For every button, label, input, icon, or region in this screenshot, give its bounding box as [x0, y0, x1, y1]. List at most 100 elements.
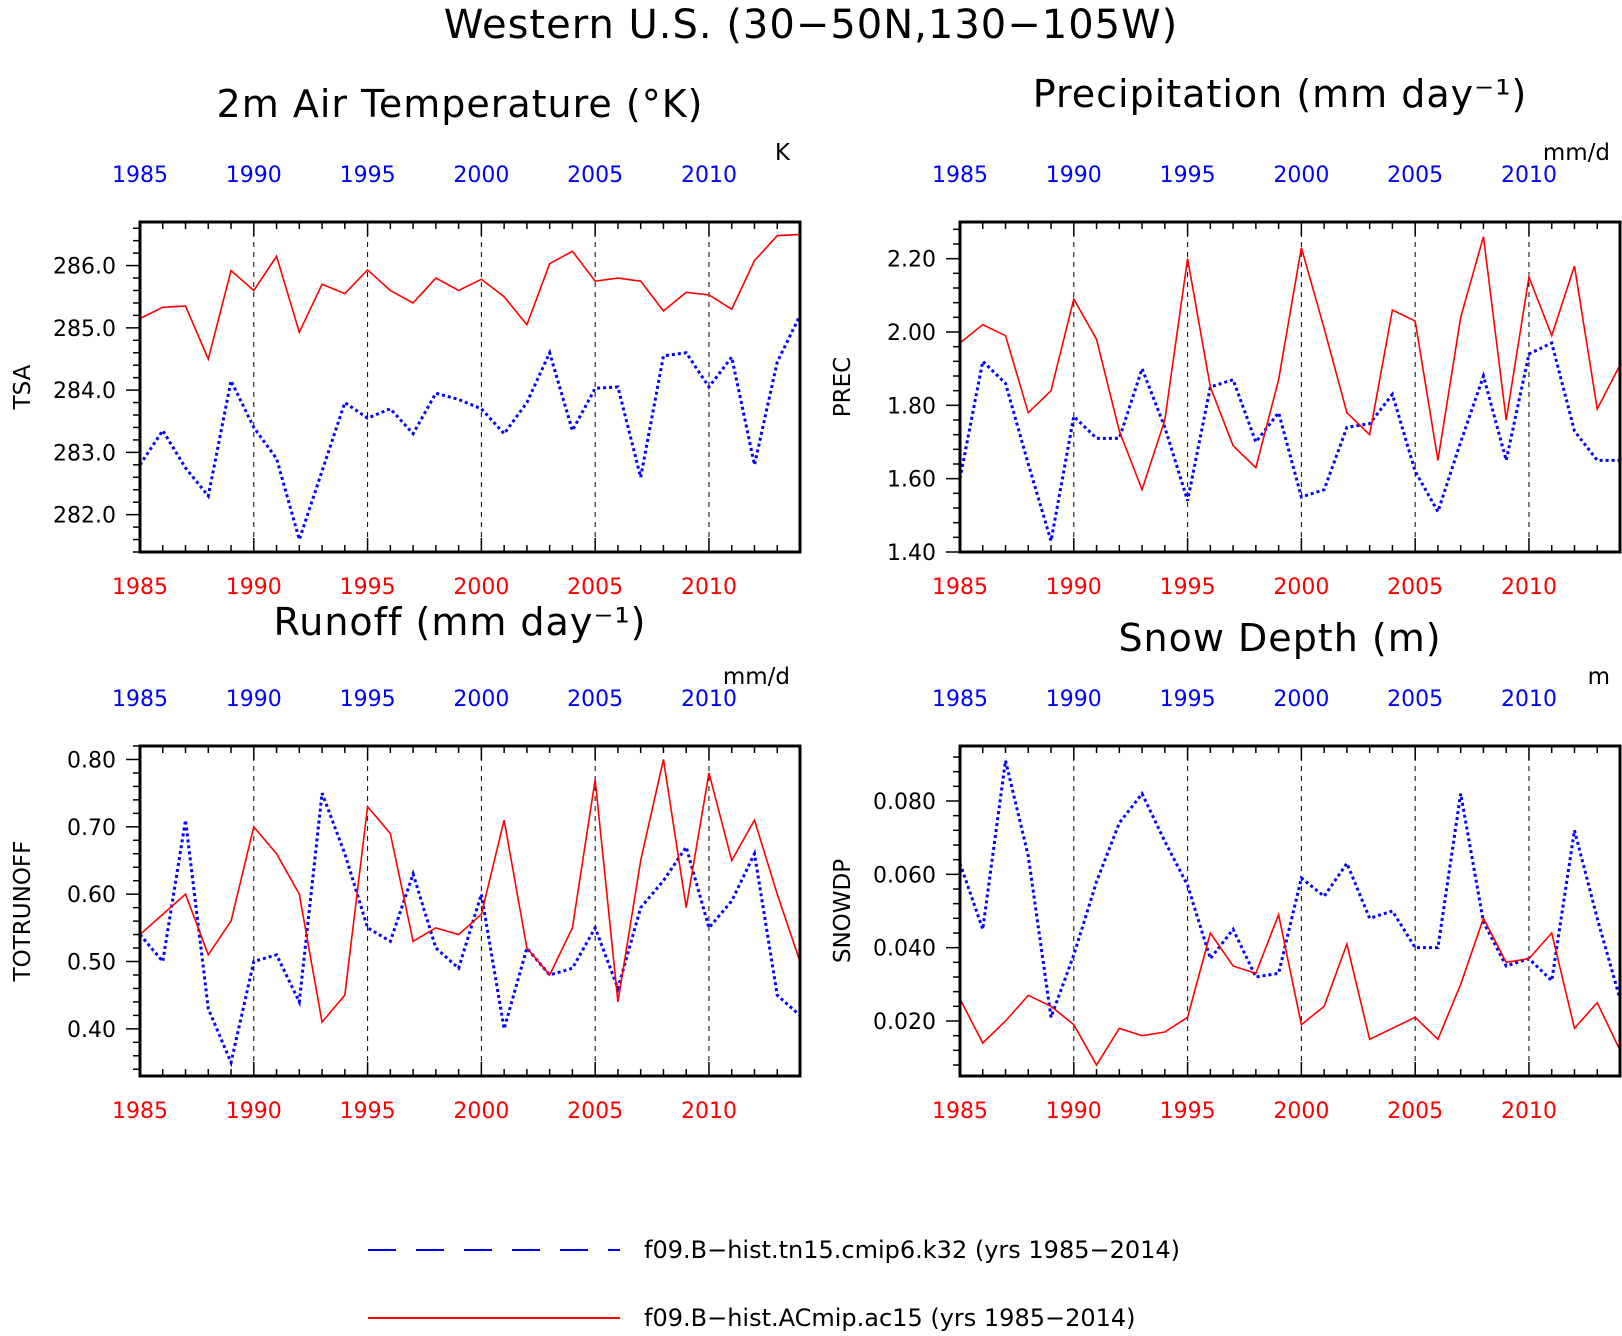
x-tick-label-top: 1995 [340, 687, 396, 712]
x-tick-label-bottom: 1985 [932, 575, 988, 600]
y-tick-label: 0.080 [873, 790, 936, 815]
plot-frame [138, 220, 802, 554]
y-axis-title: TSA [10, 364, 36, 410]
y-tick-label: 286.0 [53, 255, 116, 280]
x-tick-label-bottom: 1985 [932, 1099, 988, 1124]
units-label: mm/d [723, 664, 790, 690]
y-tick-label: 1.40 [887, 541, 936, 566]
x-tick-label-top: 2010 [681, 687, 737, 712]
y-tick-label: 283.0 [53, 441, 116, 466]
series-line-case1 [138, 314, 802, 545]
x-tick-label-top: 1990 [226, 163, 282, 188]
x-tick-label-bottom: 2000 [453, 1099, 509, 1124]
x-tick-label-bottom: 1990 [226, 575, 282, 600]
y-tick-label: 0.020 [873, 1010, 936, 1035]
x-tick-label-top: 2000 [1273, 163, 1329, 188]
x-tick-label-bottom: 1995 [340, 1099, 396, 1124]
series-line-case2 [139, 233, 801, 362]
x-tick-label-bottom: 2005 [567, 575, 623, 600]
x-tick-label-bottom: 1985 [112, 1099, 168, 1124]
series-line-case1 [138, 792, 801, 1068]
x-tick-label-bottom: 2000 [1273, 1099, 1329, 1124]
panel-title-runoff: Runoff (mm day⁻¹) [273, 600, 647, 644]
x-tick-label-bottom: 2000 [1273, 575, 1329, 600]
panel-runoff: 1985 1985 1990 1990 1995 1995 2000 2000 2005 2005… [10, 664, 802, 1124]
x-tick-label-bottom: 2010 [681, 575, 737, 600]
x-tick-label-bottom: 2005 [567, 1099, 623, 1124]
x-tick-label-bottom: 2010 [681, 1099, 737, 1124]
x-tick-label-bottom: 2010 [1501, 575, 1557, 600]
y-tick-label: 284.0 [53, 379, 116, 404]
y-tick-label: 0.70 [67, 816, 116, 841]
y-tick-label: 282.0 [53, 504, 116, 529]
series-line-case1 [958, 340, 1620, 542]
x-tick-label-top: 2010 [1501, 687, 1557, 712]
x-tick-label-top: 1995 [340, 163, 396, 188]
x-tick-label-bottom: 2010 [1501, 1099, 1557, 1124]
x-tick-label-top: 1985 [112, 163, 168, 188]
units-label: K [775, 140, 791, 166]
legend-label-case2: f09.B−hist.ACmip.ac15 (yrs 1985−2014) [644, 1304, 1136, 1332]
x-tick-label-top: 2005 [567, 687, 623, 712]
y-axis-title: TOTRUNOFF [10, 841, 36, 983]
plot-frame [958, 220, 1622, 554]
panel-title-tsa: 2m Air Temperature (°K) [216, 82, 704, 126]
series-line-case1 [958, 760, 1622, 1018]
x-tick-label-top: 2010 [1501, 163, 1557, 188]
plot-frame [138, 744, 802, 1078]
panel-tsa: 1985 1985 1990 1990 1995 1995 2000 2000 2005 2005… [10, 140, 802, 600]
legend-label-case1: f09.B−hist.tn15.cmip6.k32 (yrs 1985−2014… [644, 1236, 1180, 1264]
units-label: m [1588, 664, 1610, 690]
plot-frame [958, 744, 1622, 1078]
x-tick-label-bottom: 2000 [453, 575, 509, 600]
x-tick-label-top: 1985 [932, 163, 988, 188]
y-tick-label: 0.50 [67, 951, 116, 976]
series-line-case2 [139, 759, 801, 1024]
x-tick-label-bottom: 1990 [1046, 1099, 1102, 1124]
y-tick-label: 285.0 [53, 317, 116, 342]
y-tick-label: 0.060 [873, 863, 936, 888]
x-tick-label-bottom: 1985 [112, 575, 168, 600]
x-tick-label-top: 2000 [453, 687, 509, 712]
series-line-case2 [959, 911, 1621, 1067]
x-tick-label-bottom: 1995 [340, 575, 396, 600]
y-tick-label: 0.40 [67, 1018, 116, 1043]
x-tick-label-top: 1990 [1046, 687, 1102, 712]
y-tick-label: 0.60 [67, 883, 116, 908]
panel-title-snowdp: Snow Depth (m) [1118, 616, 1442, 660]
x-tick-label-top: 2005 [567, 163, 623, 188]
y-tick-label: 2.00 [887, 321, 936, 346]
x-tick-label-top: 2000 [453, 163, 509, 188]
units-label: mm/d [1543, 140, 1610, 166]
x-tick-label-top: 1995 [1160, 163, 1216, 188]
x-tick-label-top: 2005 [1387, 687, 1443, 712]
x-tick-label-bottom: 1995 [1160, 1099, 1216, 1124]
x-tick-label-top: 1990 [1046, 163, 1102, 188]
x-tick-label-top: 1995 [1160, 687, 1216, 712]
x-tick-label-bottom: 2005 [1387, 1099, 1443, 1124]
panel-prec: 1985 1985 1990 1990 1995 1995 2000 2000 2005 2005… [830, 140, 1622, 600]
series-line-case2 [959, 236, 1621, 493]
x-tick-label-top: 2000 [1273, 687, 1329, 712]
x-tick-label-top: 2010 [681, 163, 737, 188]
y-tick-label: 1.80 [887, 394, 936, 419]
y-tick-label: 0.040 [873, 937, 936, 962]
x-tick-label-bottom: 1990 [1046, 575, 1102, 600]
x-tick-label-bottom: 1990 [226, 1099, 282, 1124]
x-tick-label-bottom: 2005 [1387, 575, 1443, 600]
y-axis-title: PREC [830, 357, 856, 417]
y-tick-label: 0.80 [67, 748, 116, 773]
panel-title-prec: Precipitation (mm day⁻¹) [1032, 72, 1528, 116]
legend: f09.B−hist.tn15.cmip6.k32 (yrs 1985−2014… [368, 1236, 1180, 1332]
figure-title: Western U.S. (30−50N,130−105W) [443, 2, 1179, 48]
x-tick-label-top: 1985 [112, 687, 168, 712]
y-tick-label: 2.20 [887, 248, 936, 273]
x-tick-label-top: 1985 [932, 687, 988, 712]
y-tick-label: 1.60 [887, 468, 936, 493]
y-axis-title: SNOWDP [830, 859, 856, 963]
x-tick-label-bottom: 1995 [1160, 575, 1216, 600]
x-tick-label-top: 1990 [226, 687, 282, 712]
x-tick-label-top: 2005 [1387, 163, 1443, 188]
panel-snowdp: 1985 1985 1990 1990 1995 1995 2000 2000 2005 2005… [830, 664, 1622, 1124]
